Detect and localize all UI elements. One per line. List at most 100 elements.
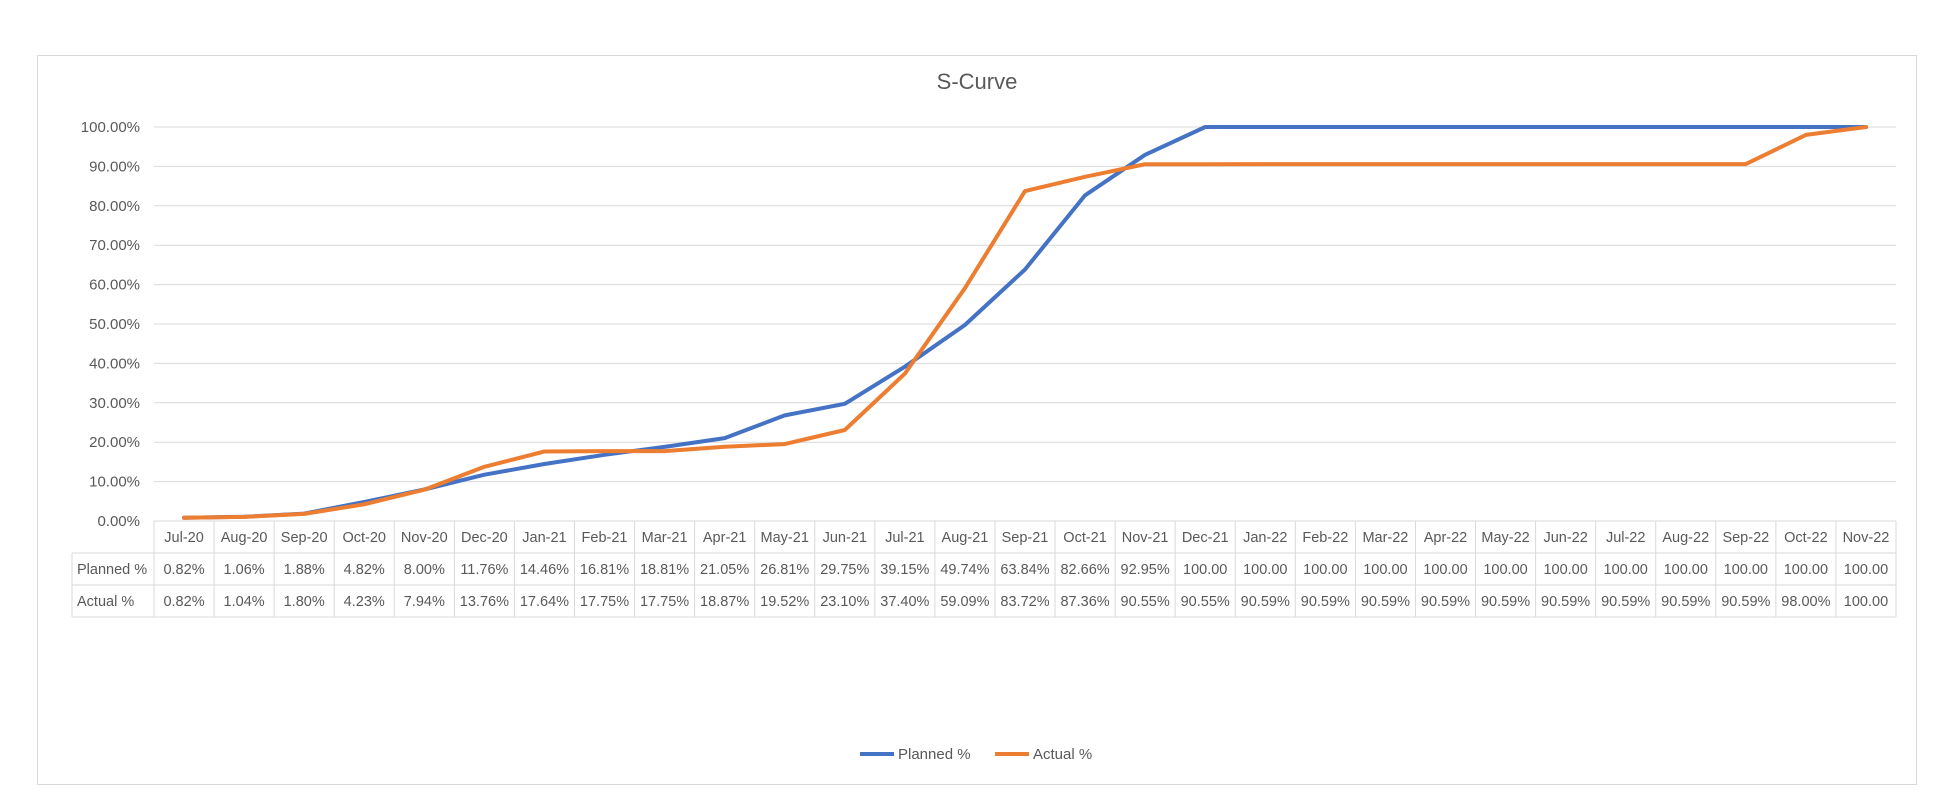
data-label: 13.76% bbox=[460, 594, 509, 610]
data-label: 90.59% bbox=[1361, 594, 1410, 610]
x-tick-label: May-21 bbox=[761, 530, 809, 546]
data-label: 100.00 bbox=[1243, 562, 1287, 578]
data-label: 1.80% bbox=[284, 594, 325, 610]
data-label: 1.04% bbox=[224, 594, 265, 610]
data-label: 90.59% bbox=[1241, 594, 1290, 610]
y-tick-label: 50.00% bbox=[89, 316, 140, 333]
x-tick-label: Sep-21 bbox=[1002, 530, 1049, 546]
data-label: 11.76% bbox=[460, 562, 508, 578]
data-label: 90.55% bbox=[1181, 594, 1230, 610]
data-label: 17.64% bbox=[520, 594, 569, 610]
x-tick-label: Mar-22 bbox=[1362, 530, 1408, 546]
x-tick-label: Jun-22 bbox=[1543, 530, 1587, 546]
data-label: 100.00 bbox=[1604, 562, 1648, 578]
data-label: 100.00 bbox=[1543, 562, 1587, 578]
x-tick-label: May-22 bbox=[1481, 530, 1529, 546]
data-label: 90.59% bbox=[1721, 594, 1770, 610]
data-label: 7.94% bbox=[404, 594, 445, 610]
y-tick-label: 70.00% bbox=[89, 237, 140, 254]
x-tick-label: Jan-21 bbox=[522, 530, 566, 546]
data-label: 100.00 bbox=[1724, 562, 1768, 578]
legend-entry: Actual % bbox=[1033, 746, 1092, 763]
x-tick-label: Aug-22 bbox=[1662, 530, 1709, 546]
x-tick-label: Feb-22 bbox=[1302, 530, 1348, 546]
y-tick-label: 40.00% bbox=[89, 355, 140, 372]
data-label: 100.00 bbox=[1303, 562, 1347, 578]
y-tick-label: 30.00% bbox=[89, 395, 140, 412]
data-label: 90.59% bbox=[1421, 594, 1470, 610]
data-label: 8.00% bbox=[404, 562, 445, 578]
data-label: 0.82% bbox=[163, 562, 204, 578]
data-label: 98.00% bbox=[1781, 594, 1830, 610]
data-label: 17.75% bbox=[640, 594, 689, 610]
x-tick-label: Nov-22 bbox=[1843, 530, 1890, 546]
x-tick-label: Jan-22 bbox=[1243, 530, 1287, 546]
data-label: 90.59% bbox=[1601, 594, 1650, 610]
x-tick-label: Feb-21 bbox=[582, 530, 628, 546]
y-tick-label: 80.00% bbox=[89, 198, 140, 215]
x-tick-label: Dec-21 bbox=[1182, 530, 1229, 546]
data-label: 63.84% bbox=[1000, 562, 1049, 578]
legend: Planned % Actual % bbox=[860, 746, 1092, 763]
table-row-label: Actual % bbox=[77, 594, 134, 610]
data-label: 90.59% bbox=[1481, 594, 1530, 610]
y-tick-label: 0.00% bbox=[97, 513, 140, 530]
x-tick-label: Jun-21 bbox=[823, 530, 867, 546]
x-tick-label: Sep-20 bbox=[281, 530, 328, 546]
data-label: 100.00 bbox=[1784, 562, 1828, 578]
data-label: 26.81% bbox=[760, 562, 809, 578]
data-table: Jul-20 Aug-20 Sep-20 Oct-20 Nov-20 Dec-20 Jan-… bbox=[71, 520, 1897, 618]
data-label: 16.81% bbox=[580, 562, 629, 578]
series-line-actual bbox=[182, 125, 1868, 520]
x-tick-label: Oct-20 bbox=[342, 530, 386, 546]
data-label: 0.82% bbox=[163, 594, 204, 610]
data-label: 1.06% bbox=[224, 562, 265, 578]
data-label: 49.74% bbox=[940, 562, 989, 578]
data-label: 100.00 bbox=[1844, 562, 1888, 578]
y-axis-ticks: 0.00% 10.00% 20.00% 30.00% 40.00% 50.00% 60.00… bbox=[81, 119, 140, 530]
x-tick-label: Jul-22 bbox=[1606, 530, 1646, 546]
data-label: 100.00 bbox=[1363, 562, 1407, 578]
x-tick-label: Apr-22 bbox=[1424, 530, 1468, 546]
table-row-label: Planned % bbox=[77, 562, 147, 578]
x-tick-label: Oct-21 bbox=[1063, 530, 1107, 546]
x-tick-label: Sep-22 bbox=[1722, 530, 1769, 546]
x-tick-label: Nov-21 bbox=[1122, 530, 1169, 546]
data-label: 18.81% bbox=[640, 562, 689, 578]
series-line-planned bbox=[182, 125, 1868, 520]
data-label: 14.46% bbox=[520, 562, 569, 578]
data-label: 39.15% bbox=[880, 562, 929, 578]
data-label: 29.75% bbox=[820, 562, 869, 578]
data-label: 82.66% bbox=[1060, 562, 1109, 578]
series-lines bbox=[182, 125, 1868, 520]
x-tick-label: Dec-20 bbox=[461, 530, 508, 546]
y-tick-label: 20.00% bbox=[89, 434, 140, 451]
data-label: 19.52% bbox=[760, 594, 809, 610]
x-tick-label: Jul-21 bbox=[885, 530, 925, 546]
chart-frame: S-Curve 0.00% 10.00% 20.00% 30.00% 40.00% 50.… bbox=[37, 55, 1917, 785]
x-tick-label: Oct-22 bbox=[1784, 530, 1828, 546]
data-label: 100.00 bbox=[1183, 562, 1227, 578]
data-label: 90.55% bbox=[1121, 594, 1170, 610]
data-label: 83.72% bbox=[1000, 594, 1049, 610]
x-tick-label: Apr-21 bbox=[703, 530, 747, 546]
data-label: 23.10% bbox=[820, 594, 869, 610]
data-label: 92.95% bbox=[1121, 562, 1170, 578]
gridlines bbox=[154, 126, 1896, 483]
data-label: 100.00 bbox=[1483, 562, 1527, 578]
data-label: 4.23% bbox=[344, 594, 385, 610]
data-label: 18.87% bbox=[700, 594, 749, 610]
x-tick-label: Jul-20 bbox=[164, 530, 204, 546]
x-tick-label: Mar-21 bbox=[642, 530, 688, 546]
y-tick-label: 10.00% bbox=[89, 474, 140, 491]
data-label: 100.00 bbox=[1844, 594, 1888, 610]
y-tick-label: 60.00% bbox=[89, 277, 140, 294]
data-label: 100.00 bbox=[1664, 562, 1708, 578]
legend-entry: Planned % bbox=[898, 746, 971, 763]
chart-title: S-Curve bbox=[937, 69, 1018, 94]
y-tick-label: 90.00% bbox=[89, 158, 140, 175]
x-tick-label: Nov-20 bbox=[401, 530, 448, 546]
data-label: 21.05% bbox=[700, 562, 749, 578]
data-label: 17.75% bbox=[580, 594, 629, 610]
data-label: 90.59% bbox=[1541, 594, 1590, 610]
